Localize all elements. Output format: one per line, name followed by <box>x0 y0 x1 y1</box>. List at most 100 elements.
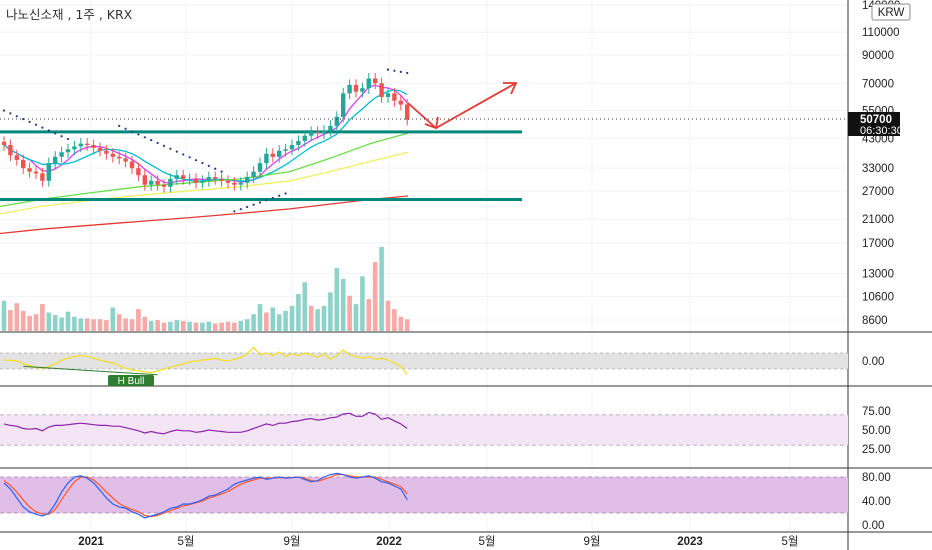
volume-bar <box>148 320 154 331</box>
countdown-value: 06:30:30 <box>860 125 903 137</box>
psar-dot <box>220 170 223 173</box>
indicator-tick-label: 80.00 <box>862 472 891 484</box>
volume-bar <box>296 294 301 331</box>
volume-bar <box>276 314 282 331</box>
volume-bar <box>168 321 173 331</box>
candle-body <box>353 84 359 92</box>
psar-dot <box>47 129 50 132</box>
candle-body <box>264 153 269 164</box>
volume-bar <box>404 319 410 331</box>
candle-body <box>174 175 179 179</box>
volume-bar <box>232 322 237 331</box>
psar-dot <box>162 144 166 147</box>
volume-bar <box>187 321 192 331</box>
psar-dot <box>156 141 159 145</box>
last-price-label: 50700 06:30:30 <box>848 112 903 137</box>
candle-body <box>129 161 135 169</box>
volume-bar <box>40 304 45 331</box>
psar-dot <box>15 115 18 118</box>
volume-bar <box>142 316 148 331</box>
candle-body <box>142 175 147 185</box>
indicator-tick-label: 50.00 <box>862 425 891 437</box>
candle-body <box>85 143 90 146</box>
candle-body <box>238 182 243 185</box>
oscillator-line <box>3 346 408 375</box>
volume-bar <box>84 318 90 331</box>
stoch-k-line <box>3 472 408 519</box>
volume-bar <box>372 262 378 331</box>
stochastic-pane <box>0 472 848 519</box>
volume-bar <box>379 247 384 331</box>
candle-body <box>213 177 218 179</box>
psar-dot <box>271 196 274 200</box>
indicator-tick-label: 40.00 <box>862 496 891 508</box>
volume-bar <box>225 321 231 331</box>
psar-dot <box>22 117 25 121</box>
psar-dot <box>265 199 268 202</box>
candle-body <box>21 159 26 169</box>
projection-arrows <box>407 82 518 130</box>
symbol-title: 나노신소재 , 1주 , KRX <box>6 7 133 22</box>
volume-bar <box>104 320 109 331</box>
volume-bar <box>161 322 167 331</box>
price-tick-label: 27000 <box>862 186 894 198</box>
candle-body <box>136 168 141 176</box>
volume-bar <box>392 309 397 331</box>
indicator-tick-label: 75.00 <box>862 406 891 418</box>
ma-red-line <box>0 195 409 235</box>
time-tick-label: 5월 <box>782 535 799 548</box>
candle-body <box>117 156 122 159</box>
volume-bar <box>340 278 346 331</box>
volume-bar <box>347 295 352 331</box>
support-resistance-levels <box>0 130 522 202</box>
psar-dot <box>188 156 191 159</box>
volume-bar <box>206 321 212 331</box>
candle-body <box>232 182 237 185</box>
volume-bar <box>283 310 288 331</box>
volume-bar <box>20 310 26 331</box>
candle-body <box>302 135 307 141</box>
candle-body <box>59 152 64 157</box>
volume-bar <box>360 276 365 331</box>
rsi-band <box>0 414 848 446</box>
candle-body <box>334 116 339 126</box>
candle-body <box>187 178 192 180</box>
psar-dot <box>9 112 12 115</box>
volume-bar <box>52 315 58 331</box>
psar-dot <box>239 208 242 211</box>
price-tick-label: 13000 <box>862 268 894 280</box>
psar-dot <box>386 68 390 71</box>
volume-bar <box>59 317 64 331</box>
candle-body <box>33 171 39 174</box>
volume-bar <box>353 304 359 331</box>
candle-body <box>309 131 314 136</box>
psar-dot <box>124 127 127 130</box>
candle-body <box>379 83 384 97</box>
psar-dot <box>54 132 57 135</box>
volume-bar <box>308 305 314 331</box>
volume-bar <box>129 319 135 331</box>
volume-bar <box>289 305 295 331</box>
candle-body <box>53 156 58 164</box>
volume-bar <box>302 282 308 331</box>
volume-bar <box>219 322 224 331</box>
volume-bar <box>257 304 263 331</box>
candle-body <box>168 178 173 187</box>
volume-bar <box>1 300 7 331</box>
volume-bar <box>46 312 52 331</box>
volume-bar <box>264 312 269 331</box>
candle-body <box>14 155 19 160</box>
volume-bar <box>116 314 122 331</box>
psar-dot <box>28 120 31 124</box>
candle-body <box>341 93 346 117</box>
candle-body <box>8 145 13 156</box>
volume-bar <box>110 307 116 331</box>
candle-body <box>360 88 365 92</box>
currency-badge[interactable]: KRW <box>871 3 911 21</box>
volume-bar <box>385 300 391 331</box>
candle-body <box>315 131 320 134</box>
psar-dot <box>34 123 38 126</box>
candle-body <box>289 145 295 150</box>
